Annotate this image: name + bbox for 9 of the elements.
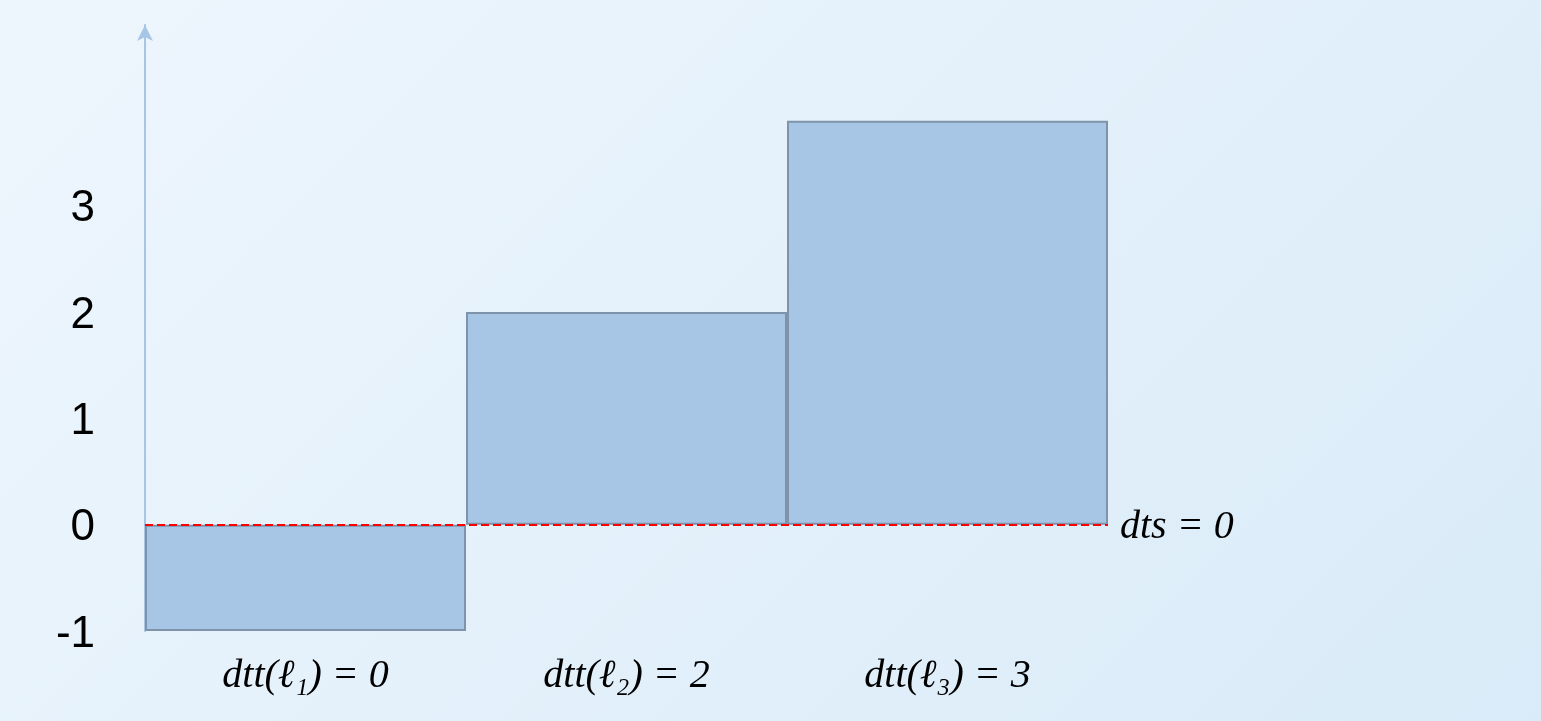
x-tick-label: dtt(ℓ₂) = 2 xyxy=(543,650,710,696)
y-tick-label: 1 xyxy=(70,393,95,443)
y-tick-label: -1 xyxy=(55,606,95,656)
x-tick-label: dtt(ℓ₁) = 0 xyxy=(222,650,389,696)
ref-line-label: dts = 0 xyxy=(1120,502,1234,548)
y-tick-label: 3 xyxy=(70,181,95,231)
y-tick-label: 0 xyxy=(70,500,95,550)
x-tick-label: dtt(ℓ₃) = 3 xyxy=(864,650,1031,696)
y-tick-label: 2 xyxy=(70,287,95,337)
